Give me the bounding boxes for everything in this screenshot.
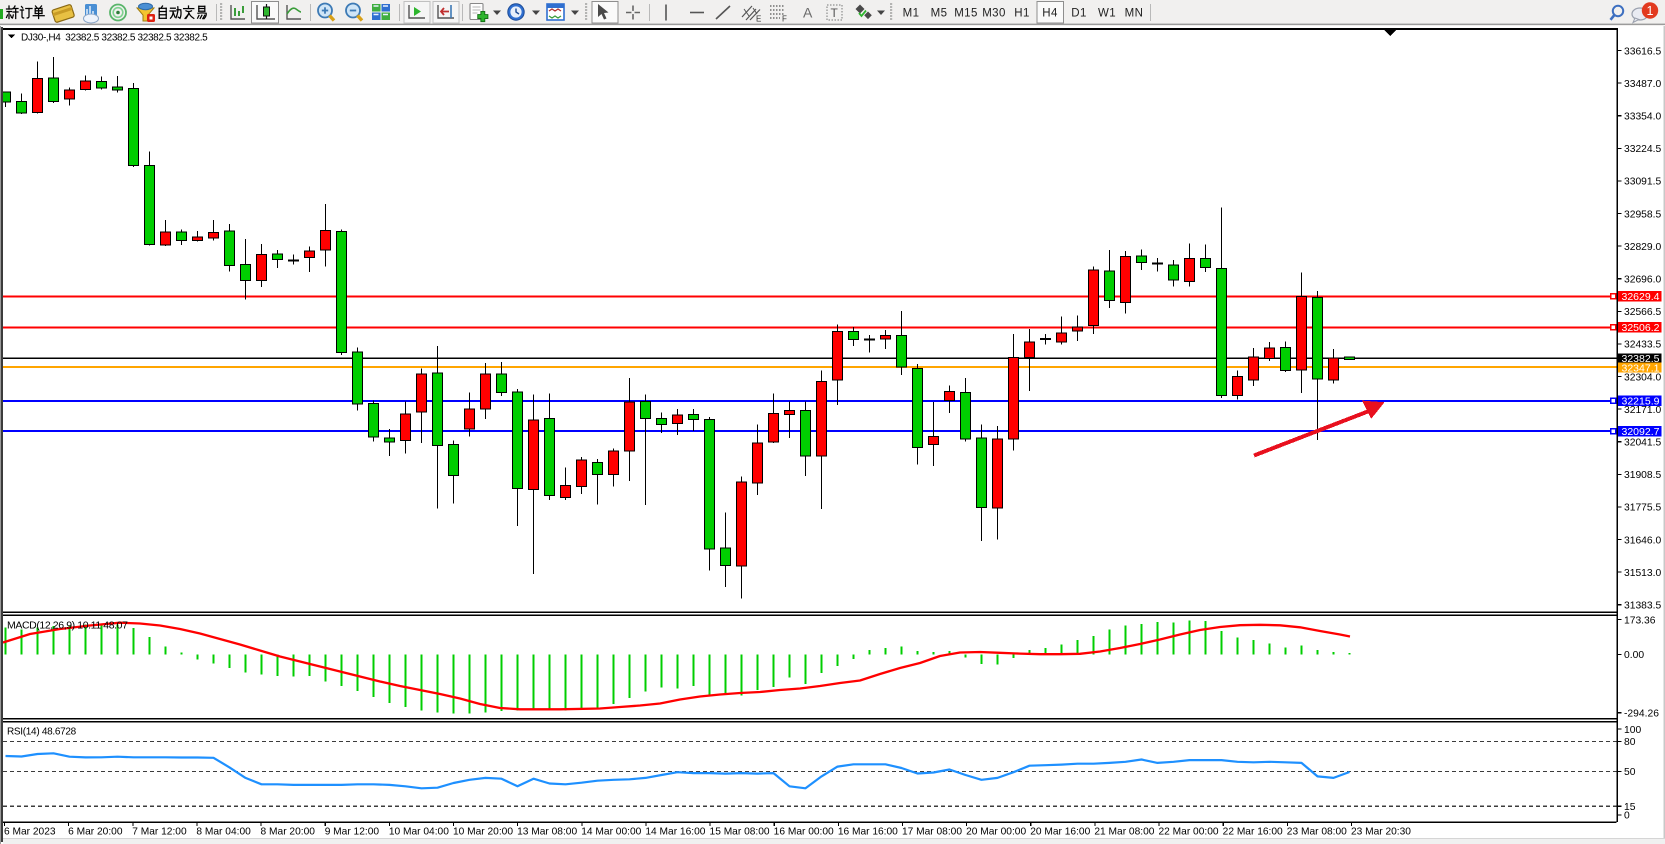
svg-text:32347.1: 32347.1 [1622, 362, 1660, 374]
svg-text:M1: M1 [903, 8, 920, 20]
svg-text:50: 50 [1624, 767, 1636, 778]
svg-text:33487.0: 33487.0 [1624, 79, 1661, 90]
svg-text:32092.7: 32092.7 [1622, 426, 1660, 438]
svg-text:0: 0 [1624, 811, 1630, 822]
svg-text:0.00: 0.00 [1624, 650, 1644, 661]
svg-text:32506.2: 32506.2 [1622, 322, 1660, 334]
svg-text:7 Mar 12:00: 7 Mar 12:00 [132, 827, 187, 838]
svg-text:M5: M5 [931, 8, 948, 20]
svg-text:8 Mar 20:00: 8 Mar 20:00 [261, 827, 316, 838]
svg-text:173.36: 173.36 [1624, 615, 1656, 626]
svg-text:F: F [782, 15, 787, 24]
svg-text:22 Mar 00:00: 22 Mar 00:00 [1159, 827, 1219, 838]
svg-text:15 Mar 08:00: 15 Mar 08:00 [710, 827, 770, 838]
svg-text:32629.4: 32629.4 [1622, 291, 1660, 303]
svg-text:31646.0: 31646.0 [1624, 535, 1661, 546]
svg-text:6 Mar 20:00: 6 Mar 20:00 [68, 827, 123, 838]
svg-text:H4: H4 [1042, 8, 1058, 20]
svg-text:10 Mar 20:00: 10 Mar 20:00 [453, 827, 513, 838]
svg-text:100: 100 [1624, 725, 1641, 736]
svg-text:32215.9: 32215.9 [1622, 396, 1660, 408]
svg-text:H1: H1 [1014, 8, 1030, 20]
svg-text:16 Mar 16:00: 16 Mar 16:00 [838, 827, 898, 838]
svg-text:1: 1 [1647, 4, 1654, 18]
svg-text:32382.5: 32382.5 [1622, 353, 1660, 365]
svg-text:T: T [831, 6, 839, 20]
svg-text:E: E [756, 15, 761, 24]
svg-text:M30: M30 [982, 8, 1006, 20]
svg-text:A: A [803, 5, 813, 21]
svg-text:D1: D1 [1071, 8, 1087, 20]
svg-text:20 Mar 16:00: 20 Mar 16:00 [1030, 827, 1090, 838]
svg-text:23 Mar 08:00: 23 Mar 08:00 [1287, 827, 1347, 838]
svg-text:31775.5: 31775.5 [1624, 503, 1661, 514]
svg-text:15: 15 [1624, 802, 1636, 813]
svg-text:32566.5: 32566.5 [1624, 307, 1661, 318]
svg-text:13 Mar 08:00: 13 Mar 08:00 [517, 827, 577, 838]
svg-text:14 Mar 00:00: 14 Mar 00:00 [581, 827, 641, 838]
svg-text:DJ30-,H4 32382.5 32382.5 3238: DJ30-,H4 32382.5 32382.5 32382.5 32382.5 [21, 33, 208, 44]
svg-text:20 Mar 00:00: 20 Mar 00:00 [966, 827, 1026, 838]
svg-text:16 Mar 00:00: 16 Mar 00:00 [774, 827, 834, 838]
svg-text:10 Mar 04:00: 10 Mar 04:00 [389, 827, 449, 838]
svg-text:RSI(14) 48.6728: RSI(14) 48.6728 [7, 727, 77, 738]
svg-text:9 Mar 12:00: 9 Mar 12:00 [325, 827, 380, 838]
svg-text:-294.26: -294.26 [1624, 709, 1659, 720]
svg-text:14 Mar 16:00: 14 Mar 16:00 [645, 827, 705, 838]
svg-text:23 Mar 20:30: 23 Mar 20:30 [1351, 827, 1411, 838]
svg-text:33224.5: 33224.5 [1624, 144, 1661, 155]
svg-text:22 Mar 16:00: 22 Mar 16:00 [1223, 827, 1283, 838]
svg-text:33091.5: 33091.5 [1624, 177, 1661, 188]
svg-text:32696.0: 32696.0 [1624, 275, 1661, 286]
svg-text:17 Mar 08:00: 17 Mar 08:00 [902, 827, 962, 838]
svg-text:MN: MN [1125, 8, 1144, 20]
svg-text:32829.0: 32829.0 [1624, 242, 1661, 253]
svg-text:31908.5: 31908.5 [1624, 470, 1661, 481]
svg-text:MACD(12,26,9) 10.11 48.07: MACD(12,26,9) 10.11 48.07 [7, 620, 128, 632]
svg-text:32041.5: 32041.5 [1624, 438, 1661, 449]
svg-text:8 Mar 04:00: 8 Mar 04:00 [196, 827, 251, 838]
svg-text:M15: M15 [954, 8, 978, 20]
svg-text:21 Mar 08:00: 21 Mar 08:00 [1094, 827, 1154, 838]
svg-text:32304.0: 32304.0 [1624, 372, 1661, 383]
svg-text:32171.0: 32171.0 [1624, 405, 1661, 416]
svg-text:33354.0: 33354.0 [1624, 112, 1661, 123]
svg-text:31383.5: 31383.5 [1624, 601, 1661, 612]
svg-text:80: 80 [1624, 737, 1636, 748]
svg-text:31513.0: 31513.0 [1624, 568, 1661, 579]
svg-text:32958.5: 32958.5 [1624, 209, 1661, 220]
svg-text:32433.5: 32433.5 [1624, 340, 1661, 351]
svg-text:W1: W1 [1098, 8, 1116, 20]
svg-text:33616.5: 33616.5 [1624, 46, 1661, 57]
svg-text:6 Mar 2023: 6 Mar 2023 [4, 827, 56, 838]
